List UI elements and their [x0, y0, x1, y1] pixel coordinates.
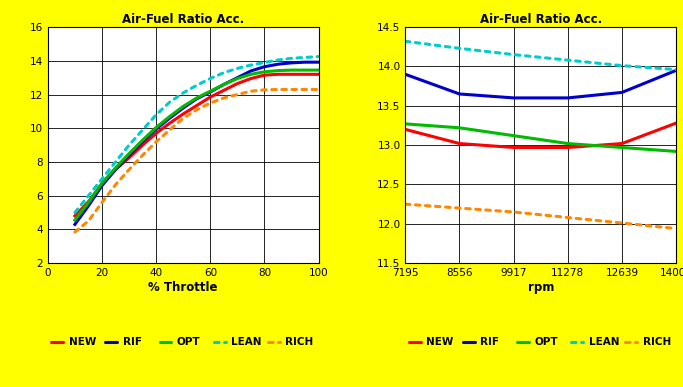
Text: RIF: RIF	[480, 337, 499, 348]
Text: RIF: RIF	[123, 337, 142, 348]
Text: RICH: RICH	[285, 337, 313, 348]
Text: NEW: NEW	[426, 337, 454, 348]
Text: LEAN: LEAN	[231, 337, 262, 348]
Text: RICH: RICH	[643, 337, 671, 348]
Title: Air-Fuel Ratio Acc.: Air-Fuel Ratio Acc.	[479, 13, 602, 26]
Text: OPT: OPT	[177, 337, 201, 348]
Text: LEAN: LEAN	[589, 337, 619, 348]
X-axis label: % Throttle: % Throttle	[148, 281, 218, 294]
Text: OPT: OPT	[535, 337, 558, 348]
X-axis label: rpm: rpm	[527, 281, 554, 294]
Text: NEW: NEW	[68, 337, 96, 348]
Title: Air-Fuel Ratio Acc.: Air-Fuel Ratio Acc.	[122, 13, 245, 26]
